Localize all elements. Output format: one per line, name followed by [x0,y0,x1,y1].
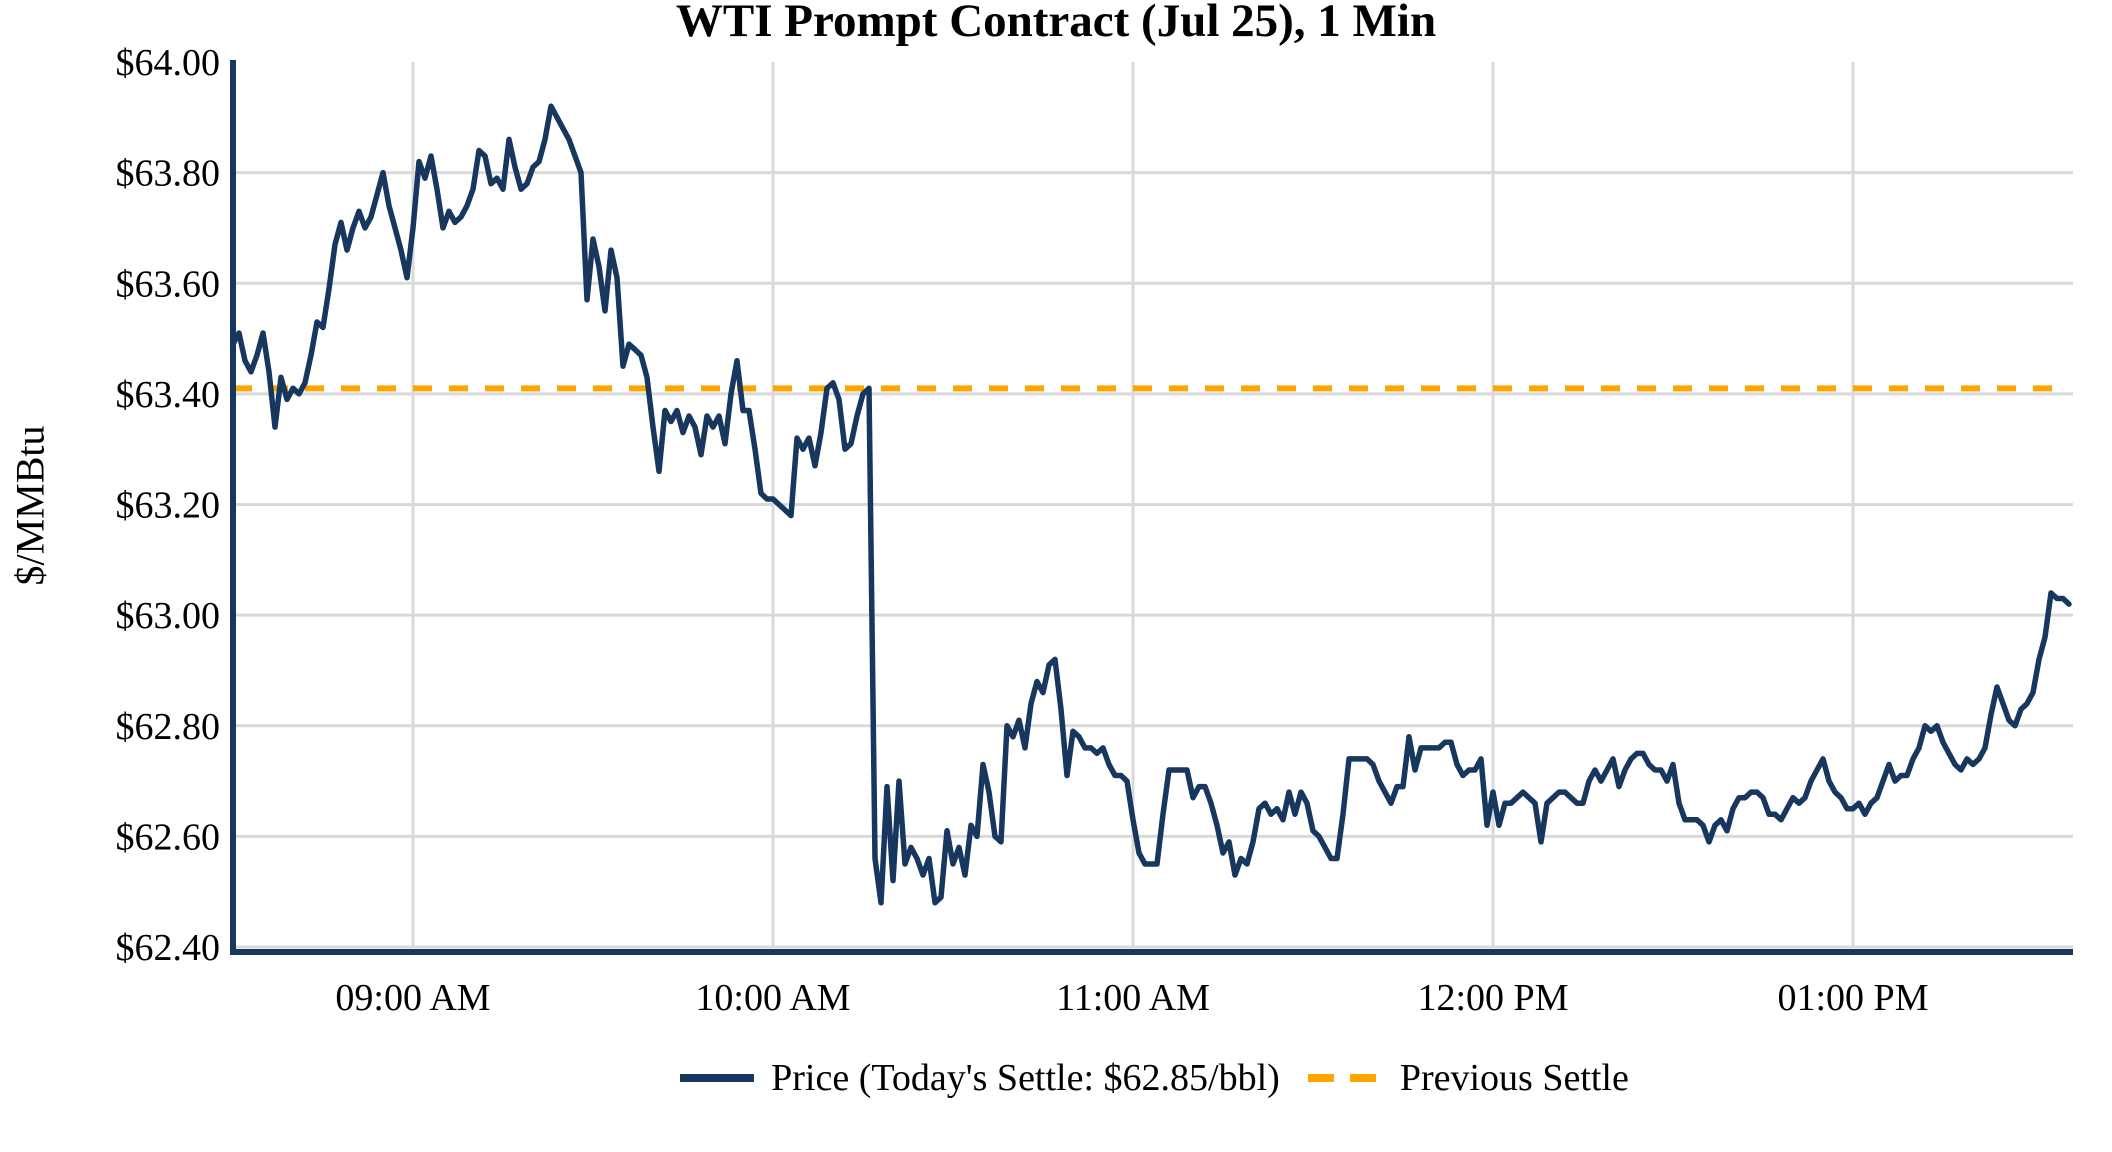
chart-title: WTI Prompt Contract (Jul 25), 1 Min [675,0,1437,47]
price-line [230,103,2072,906]
legend-price-label: Price (Today's Settle: $62.85/bbl) [771,1057,1280,1099]
y-tick-label: $63.00 [116,595,221,637]
x-tick-label: 09:00 AM [335,977,490,1019]
x-tick-label: 11:00 AM [1056,977,1210,1019]
settle-line-swatch [1307,1074,1386,1082]
legend-item-price: Price (Today's Settle: $62.85/bbl) [677,1056,1280,1100]
y-tick-label: $63.80 [116,153,221,195]
legend-item-settle: Previous Settle [1306,1056,1629,1100]
y-tick-label: $62.80 [116,706,221,748]
legend: Price (Today's Settle: $62.85/bbl) Previ… [233,1056,2073,1100]
y-tick-label: $62.60 [116,816,221,858]
x-tick-label: 01:00 PM [1778,977,1929,1019]
legend-settle-label: Previous Settle [1399,1057,1629,1099]
y-tick-label: $63.60 [116,263,221,305]
x-tick-label: 10:00 AM [695,977,850,1019]
y-tick-label: $64.00 [116,42,221,84]
x-tick-label: 12:00 PM [1418,977,1569,1019]
y-tick-label: $62.40 [116,927,221,969]
y-tick-label: $63.40 [116,374,221,416]
y-tick-label: $63.20 [116,485,221,527]
price-line-swatch [680,1074,755,1082]
